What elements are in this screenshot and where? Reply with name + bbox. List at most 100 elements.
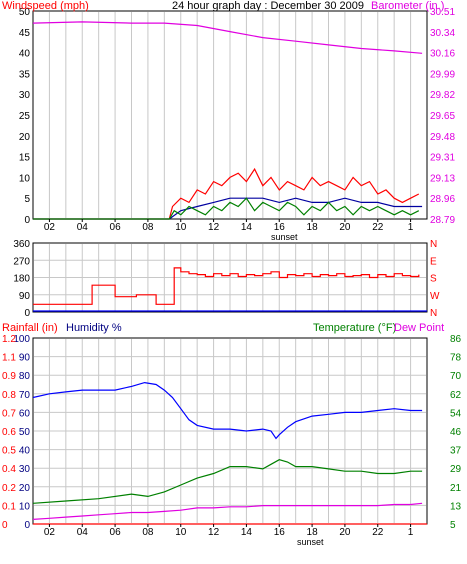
y-tick-label-left: 5 bbox=[24, 194, 30, 205]
y-tick-label-left: 0.7 bbox=[2, 408, 16, 419]
y-tick-label-right: 37 bbox=[450, 446, 462, 457]
y-tick-label-left: 270 bbox=[13, 256, 30, 267]
x-tick-label: 14 bbox=[241, 527, 253, 538]
y-tick-label-left: 15 bbox=[19, 153, 31, 164]
graph-title: 24 hour graph day : December 30 2009 bbox=[172, 0, 364, 12]
y-tick-label-right: 29.13 bbox=[430, 173, 455, 184]
y-tick-label-right: 21 bbox=[450, 483, 462, 494]
y-tick-label-right: 5 bbox=[450, 520, 456, 531]
series-barometer-in- bbox=[32, 21, 423, 54]
y-tick-label-right: 30.16 bbox=[430, 49, 455, 60]
y-tick-label-left: 180 bbox=[13, 274, 30, 285]
x-tick-label: 12 bbox=[208, 527, 220, 538]
y-tick-label-left: 0.5 bbox=[2, 446, 16, 457]
y-tick-label-left: 25 bbox=[19, 111, 31, 122]
y-tick-label-right: 29.99 bbox=[430, 69, 455, 80]
x-tick-label: 22 bbox=[372, 222, 384, 233]
y-tick-label-right: N bbox=[430, 308, 437, 319]
y-tick-label-left: 0.8 bbox=[2, 390, 16, 401]
y-tick-label-right: 54 bbox=[450, 408, 462, 419]
x-tick-label: 1 bbox=[408, 222, 414, 233]
x-tick-label: 02 bbox=[44, 222, 56, 233]
sunset-label-bottom: sunset bbox=[297, 537, 324, 547]
y-tick-label-right: 70 bbox=[450, 371, 462, 382]
series-wind-direction bbox=[33, 267, 420, 305]
y-tick-label-left: 0.1 bbox=[2, 501, 16, 512]
y-tick-label-left: 70 bbox=[19, 390, 31, 401]
x-tick-label: 06 bbox=[110, 527, 122, 538]
y-tick-label-right: 29 bbox=[450, 464, 462, 475]
y-tick-label-left: 45 bbox=[19, 28, 31, 39]
y-tick-label-right: N bbox=[430, 239, 437, 250]
y-tick-label-left: 0 bbox=[24, 215, 30, 226]
series-average bbox=[33, 197, 423, 220]
humidity-axis-label: Humidity % bbox=[66, 322, 122, 334]
x-tick-label: 06 bbox=[110, 222, 122, 233]
y-tick-label-left: 0.9 bbox=[2, 371, 16, 382]
y-tick-label-right: 46 bbox=[450, 427, 462, 438]
y-tick-label-left: 10 bbox=[19, 501, 31, 512]
y-tick-label-left: 100 bbox=[13, 334, 30, 345]
windspeed-axis-label: Windspeed (mph) bbox=[2, 0, 89, 12]
y-tick-label-right: 29.31 bbox=[430, 153, 455, 164]
x-tick-label: 18 bbox=[307, 222, 319, 233]
x-tick-label: 08 bbox=[142, 527, 154, 538]
x-tick-label: 12 bbox=[208, 222, 220, 233]
dewpoint-axis-label: Dew Point bbox=[394, 322, 444, 334]
y-tick-label-left: 0.4 bbox=[2, 464, 16, 475]
x-tick-label: 18 bbox=[307, 527, 319, 538]
y-tick-label-right: W bbox=[430, 291, 440, 302]
x-tick-label: 14 bbox=[241, 222, 253, 233]
y-tick-label-left: 360 bbox=[13, 239, 30, 250]
y-tick-label-left: 1.2 bbox=[2, 334, 16, 345]
y-tick-label-right: 28.96 bbox=[430, 194, 455, 205]
y-tick-label-left: 50 bbox=[19, 7, 31, 18]
series-temperature-f- bbox=[32, 459, 423, 504]
x-tick-label: 16 bbox=[274, 222, 286, 233]
y-tick-label-left: 0 bbox=[2, 520, 8, 531]
y-tick-label-right: 62 bbox=[450, 390, 462, 401]
x-tick-label: 1 bbox=[408, 527, 414, 538]
y-tick-label-left: 50 bbox=[19, 427, 31, 438]
series-gust bbox=[33, 167, 420, 220]
y-tick-label-right: 86 bbox=[450, 334, 462, 345]
x-tick-label: 02 bbox=[44, 527, 56, 538]
y-tick-label-left: 40 bbox=[19, 49, 31, 60]
y-tick-label-left: 40 bbox=[19, 446, 31, 457]
y-tick-label-right: 13 bbox=[450, 501, 462, 512]
temperature-axis-label: Temperature (°F) bbox=[313, 322, 396, 334]
y-tick-label-right: 29.65 bbox=[430, 111, 455, 122]
barometer-axis-label: Barometer (in.) bbox=[371, 0, 444, 12]
x-tick-label: 04 bbox=[77, 527, 89, 538]
y-tick-label-left: 20 bbox=[19, 132, 31, 143]
x-tick-label: 10 bbox=[175, 222, 187, 233]
y-tick-label-left: 30 bbox=[19, 464, 31, 475]
y-tick-label-left: 90 bbox=[19, 353, 31, 364]
series-humidity- bbox=[32, 381, 423, 440]
x-tick-label: 16 bbox=[274, 527, 286, 538]
y-tick-label-left: 20 bbox=[19, 483, 31, 494]
y-tick-label-right: 30.34 bbox=[430, 28, 455, 39]
y-tick-label-right: 29.82 bbox=[430, 90, 455, 101]
x-tick-label: 20 bbox=[339, 222, 351, 233]
y-tick-label-left: 0.2 bbox=[2, 483, 16, 494]
y-tick-label-right: 78 bbox=[450, 353, 462, 364]
series-speed bbox=[33, 197, 420, 220]
y-tick-label-left: 1.1 bbox=[2, 353, 16, 364]
x-tick-label: 04 bbox=[77, 222, 89, 233]
y-tick-label-left: 0 bbox=[24, 308, 30, 319]
rainfall-axis-label: Rainfall (in) bbox=[2, 322, 58, 334]
y-tick-label-right: S bbox=[430, 274, 437, 285]
y-tick-label-left: 90 bbox=[19, 291, 31, 302]
sunset-label-top: sunset bbox=[271, 232, 298, 242]
series-dew-point bbox=[32, 502, 423, 520]
x-tick-label: 08 bbox=[142, 222, 154, 233]
y-tick-label-right: 28.79 bbox=[430, 215, 455, 226]
x-tick-label: 10 bbox=[175, 527, 187, 538]
y-tick-label-left: 0 bbox=[24, 520, 30, 531]
y-tick-label-left: 80 bbox=[19, 371, 31, 382]
y-tick-label-right: 30.51 bbox=[430, 7, 455, 18]
y-tick-label-left: 0.6 bbox=[2, 427, 16, 438]
